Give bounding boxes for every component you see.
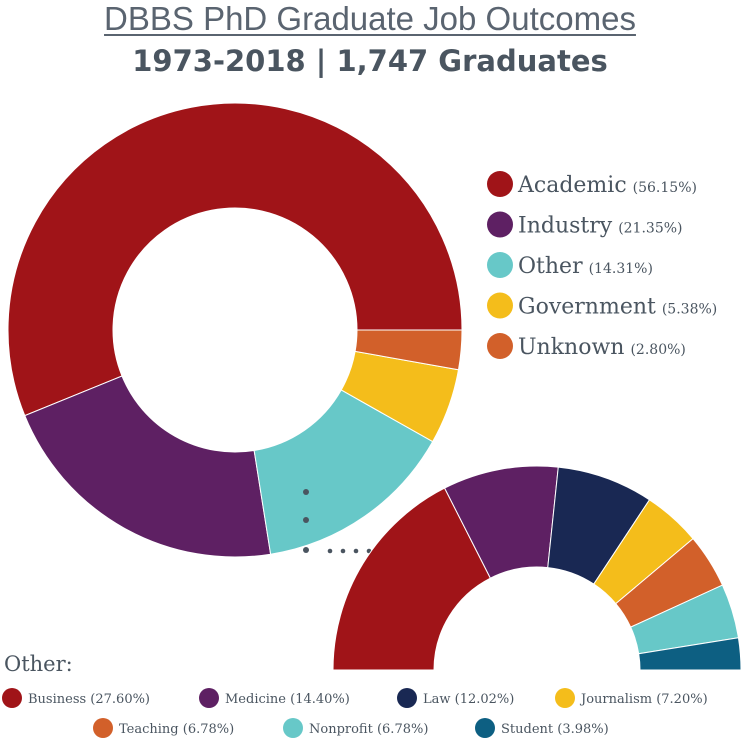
legend-marker-academic bbox=[487, 171, 513, 197]
legend-label-unknown: Unknown (2.80%) bbox=[518, 335, 686, 360]
legend-value-academic: (56.15%) bbox=[633, 180, 697, 196]
slice-student bbox=[638, 637, 742, 671]
legend-marker-other bbox=[487, 252, 513, 278]
connector-dot bbox=[340, 548, 346, 554]
chart-title: DBBS PhD Graduate Job Outcomes bbox=[104, 0, 636, 37]
sub-legend-marker-nonprofit bbox=[283, 718, 303, 738]
legend-marker-unknown bbox=[487, 333, 513, 359]
legend-label-government: Government (5.38%) bbox=[518, 295, 717, 320]
sub-legend-label-teaching: Teaching (6.78%) bbox=[119, 722, 234, 737]
slice-unknown bbox=[354, 329, 463, 371]
legend-marker-government bbox=[487, 292, 513, 319]
sub-legend-label-business: Business (27.60%) bbox=[28, 692, 150, 707]
legend-label-industry: Industry (21.35%) bbox=[518, 214, 683, 239]
legend-value-industry: (21.35%) bbox=[618, 221, 682, 237]
other-breakdown-title: Other: bbox=[4, 652, 73, 676]
legend-value-government: (5.38%) bbox=[662, 302, 717, 318]
slice-industry bbox=[24, 375, 272, 558]
connector-dot bbox=[303, 489, 309, 495]
slice-government bbox=[340, 350, 460, 443]
chart-subtitle: 1973-2018 | 1,747 Graduates bbox=[132, 44, 608, 78]
connector-dot bbox=[327, 548, 333, 554]
sub-legend-label-student: Student (3.98%) bbox=[501, 722, 609, 737]
slice-business bbox=[332, 487, 492, 671]
sub-legend-marker-student bbox=[475, 718, 495, 738]
legend-label-academic: Academic (56.15%) bbox=[517, 173, 697, 198]
main-legend: Academic (56.15%) Industry (21.35%) Other (14… bbox=[487, 171, 717, 360]
connector-dot bbox=[353, 548, 359, 554]
sub-legend-marker-business bbox=[2, 688, 22, 708]
sub-legend-marker-medicine bbox=[199, 688, 219, 708]
connector-dot bbox=[303, 547, 309, 553]
other-breakdown-donut bbox=[332, 465, 742, 671]
other-breakdown-legend: Business (27.60%) Medicine (14.40%) Law (1… bbox=[2, 688, 708, 738]
slice-academic bbox=[7, 102, 463, 417]
legend-value-other: (14.31%) bbox=[589, 261, 653, 277]
sub-legend-marker-law bbox=[397, 688, 417, 708]
legend-marker-industry bbox=[487, 211, 513, 238]
legend-value-unknown: (2.80%) bbox=[630, 342, 685, 358]
legend-label-other: Other (14.31%) bbox=[518, 254, 653, 279]
sub-legend-label-medicine: Medicine (14.40%) bbox=[225, 692, 350, 707]
connector-dot bbox=[303, 517, 309, 523]
sub-legend-label-journalism: Journalism (7.20%) bbox=[579, 692, 708, 707]
slice-other bbox=[253, 389, 434, 555]
sub-legend-marker-teaching bbox=[93, 718, 113, 738]
sub-legend-marker-journalism bbox=[555, 688, 575, 708]
sub-legend-label-law: Law (12.02%) bbox=[423, 692, 514, 707]
sub-legend-label-nonprofit: Nonprofit (6.78%) bbox=[309, 722, 428, 737]
main-donut bbox=[7, 102, 463, 558]
